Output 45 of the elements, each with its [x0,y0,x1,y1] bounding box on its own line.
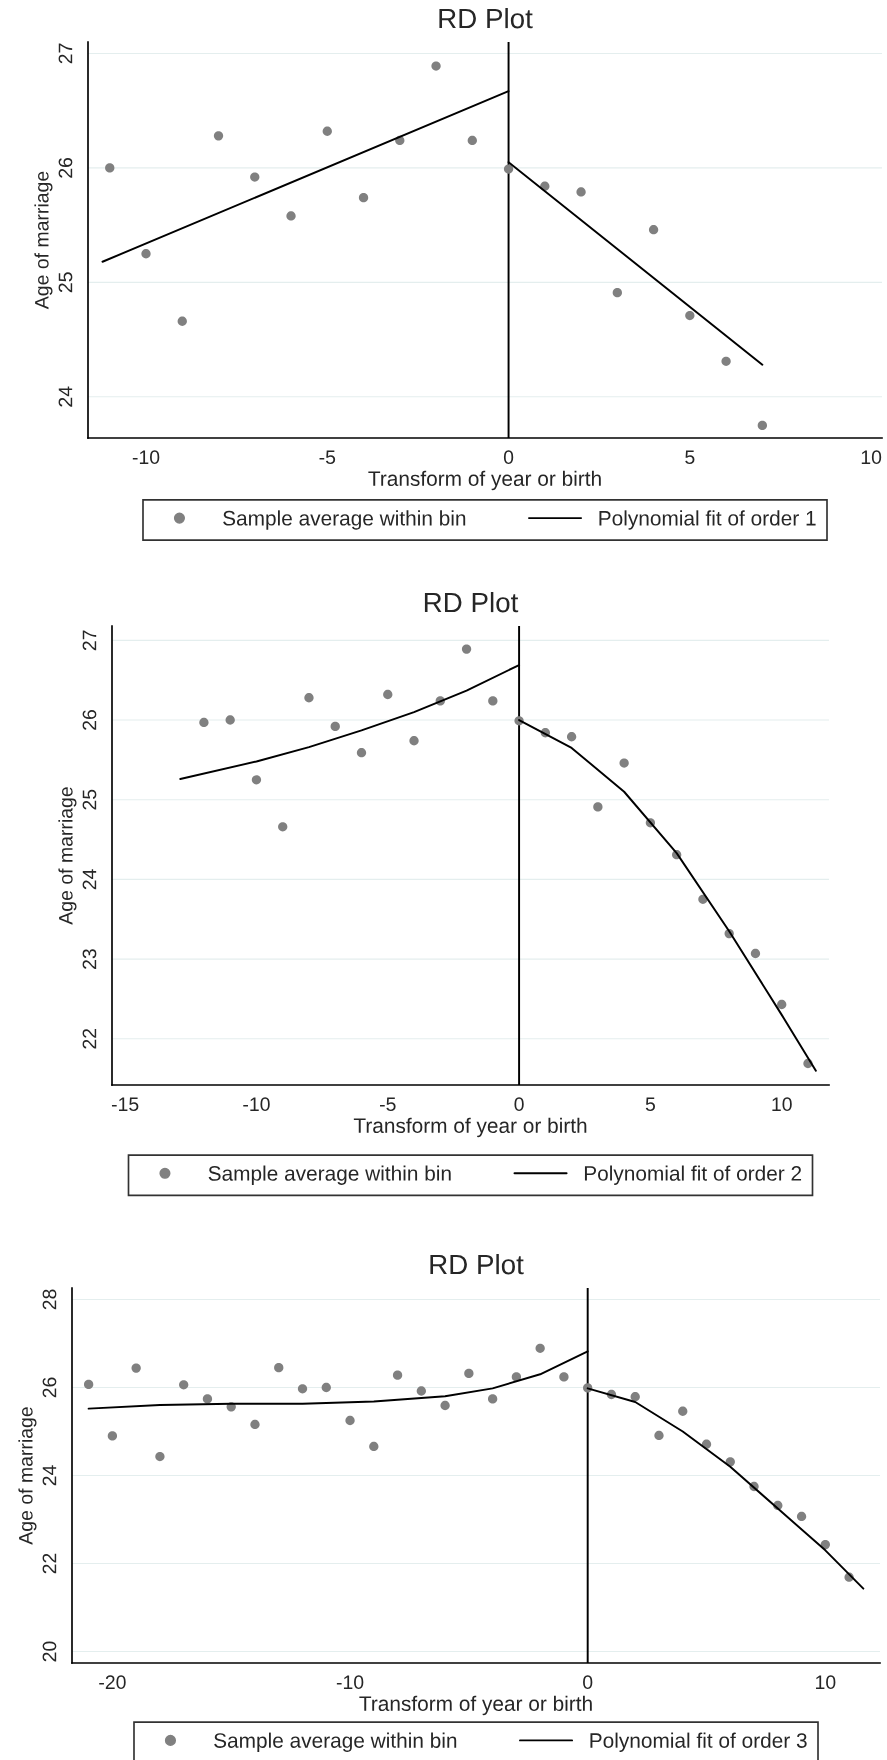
y-tick-label: 26 [58,157,73,178]
legend-label: Sample average within bin [223,510,466,530]
y-tick-label: 24 [42,1465,57,1486]
chart-title: RD Plot [439,7,533,29]
x-tick-label: 5 [685,450,695,465]
x-tick-label: -15 [111,1097,139,1112]
x-tick-label: -10 [132,450,160,465]
y-tick-label: 28 [42,1289,57,1310]
x-tick-label: -20 [99,1675,126,1690]
x-tick-label: -5 [319,450,336,465]
y-tick-label: 24 [82,869,97,890]
chart-title: RD Plot [430,1253,524,1275]
legend-label: Polynomial fit of order 3 [590,1732,807,1752]
y-tick-label: 24 [58,386,73,407]
x-tick-label: 5 [645,1097,655,1112]
x-tick-label: -10 [243,1097,270,1112]
y-tick-label: 26 [42,1377,57,1398]
y-tick-label: 26 [82,710,97,730]
x-tick-label: 10 [772,1097,792,1112]
y-tick-label: 23 [82,949,97,969]
legend-label: Polynomial fit of order 2 [584,1165,802,1185]
x-tick-label: 10 [816,1675,836,1690]
x-tick-label: 0 [503,450,514,465]
x-tick-label: -10 [336,1675,364,1690]
y-tick-label: 22 [42,1553,57,1574]
y-tick-label: 25 [58,272,73,293]
x-axis-title: Transform of year or birth [359,1695,592,1716]
y-axis-title: Age of marriage [34,171,53,310]
y-axis-title: Age of marriage [58,787,77,925]
x-axis-title: Transform of year or birth [368,470,601,491]
x-axis-title: Transform of year or birth [353,1117,587,1138]
y-tick-label: 20 [42,1641,57,1662]
y-tick-label: 22 [82,1028,97,1049]
y-tick-label: 25 [82,789,97,810]
legend-label: Sample average within bin [214,1732,457,1752]
x-tick-label: -5 [379,1097,396,1112]
chart-title: RD Plot [424,591,519,613]
y-axis-title: Age of marriage [18,1407,37,1545]
x-tick-label: 0 [514,1097,524,1112]
legend-label: Sample average within bin [208,1165,451,1185]
x-tick-label: 10 [861,450,882,465]
y-tick-label: 27 [58,43,73,64]
x-tick-label: 0 [583,1675,593,1690]
legend-label: Polynomial fit of order 1 [599,510,816,530]
y-tick-label: 27 [82,630,97,651]
